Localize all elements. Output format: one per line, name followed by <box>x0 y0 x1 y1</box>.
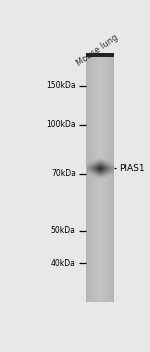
Bar <box>86 53 114 57</box>
Text: 40kDa: 40kDa <box>51 259 76 268</box>
Text: 100kDa: 100kDa <box>46 120 76 130</box>
Text: 70kDa: 70kDa <box>51 169 76 178</box>
Text: PIAS1: PIAS1 <box>119 164 144 173</box>
Text: Mouse lung: Mouse lung <box>75 32 120 68</box>
Text: 50kDa: 50kDa <box>51 226 76 235</box>
Text: 150kDa: 150kDa <box>46 81 76 90</box>
